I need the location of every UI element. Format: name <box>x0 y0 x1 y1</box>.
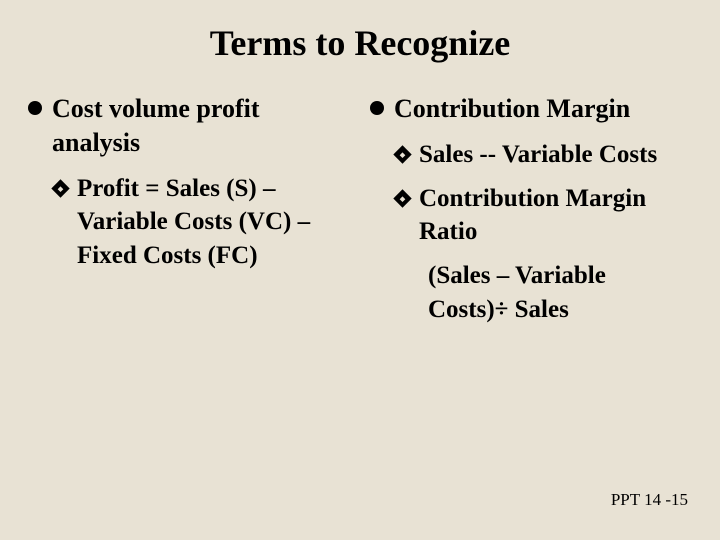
diamond-icon <box>51 179 69 197</box>
bullet-cm-text: Contribution Margin <box>394 92 630 126</box>
bullet-cm: Contribution Margin <box>370 92 692 126</box>
left-column: Cost volume profit analysis Profit = Sal… <box>28 92 350 327</box>
disc-icon <box>370 101 384 115</box>
right-column: Contribution Margin Sales -- Variable Co… <box>370 92 692 327</box>
diamond-icon <box>393 145 411 163</box>
disc-icon <box>28 101 42 115</box>
subbullet-sales-vc-text: Sales -- Variable Costs <box>419 138 657 172</box>
slide: Terms to Recognize Cost volume profit an… <box>0 0 720 540</box>
slide-title: Terms to Recognize <box>28 22 692 64</box>
content-columns: Cost volume profit analysis Profit = Sal… <box>28 92 692 327</box>
subbullet-sales-vc: Sales -- Variable Costs <box>396 138 692 172</box>
subbullet-cm-ratio-text: Contribution Margin Ratio <box>419 182 692 250</box>
slide-footer: PPT 14 -15 <box>611 490 688 510</box>
bullet-cvp: Cost volume profit analysis <box>28 92 350 160</box>
subbullet-profit-text: Profit = Sales (S) – Variable Costs (VC)… <box>77 172 350 273</box>
diamond-icon <box>393 189 411 207</box>
subbullet-cm-ratio: Contribution Margin Ratio <box>396 182 692 250</box>
subbullet-profit: Profit = Sales (S) – Variable Costs (VC)… <box>54 172 350 273</box>
cm-ratio-formula: (Sales – Variable Costs)÷ Sales <box>428 259 692 327</box>
bullet-cvp-text: Cost volume profit analysis <box>52 92 350 160</box>
